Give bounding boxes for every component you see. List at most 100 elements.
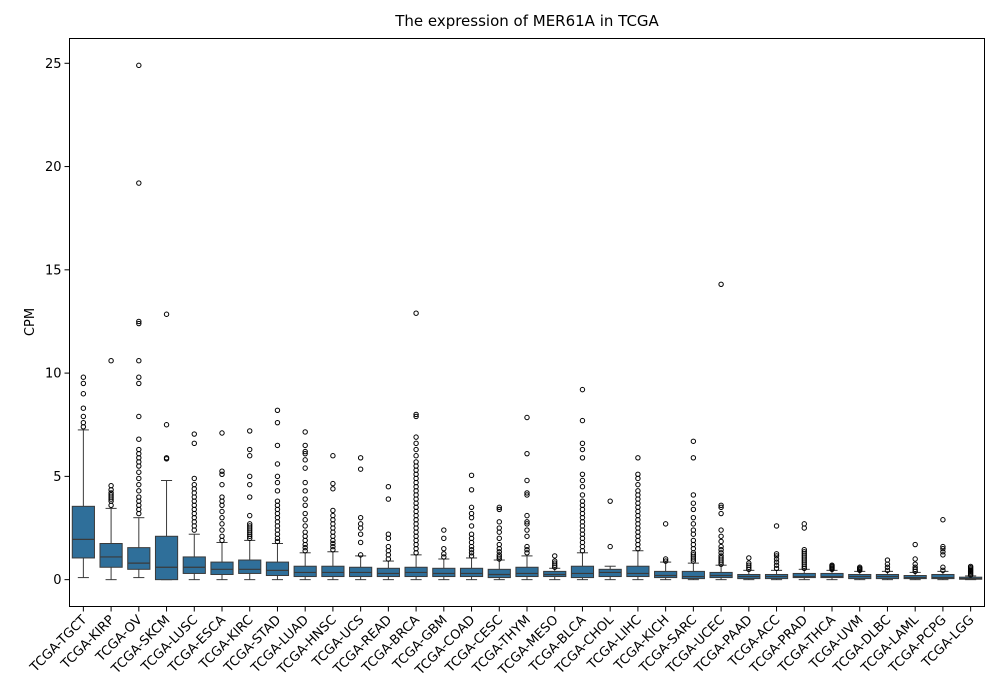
outlier-point: [524, 519, 530, 525]
box-group: [764, 523, 789, 581]
outlier-point: [773, 551, 780, 557]
outlier-point: [635, 471, 641, 478]
outlier-point: [940, 567, 946, 574]
outlier-point: [579, 484, 586, 490]
outlier-point: [302, 510, 308, 517]
outlier-point: [413, 453, 419, 459]
outlier-point: [496, 554, 502, 560]
outlier-point: [108, 492, 114, 498]
box-group: [349, 455, 373, 581]
outlier-point: [746, 555, 752, 561]
outlier-point: [967, 563, 974, 570]
outlier-point: [690, 521, 697, 527]
chart-title: The expression of MER61A in TCGA: [394, 12, 659, 30]
outlier-point: [468, 472, 475, 479]
outlier-point: [773, 553, 780, 559]
outlier-point: [496, 541, 502, 548]
box-group: [182, 431, 206, 581]
box-group: [293, 429, 317, 581]
box-iqr: [792, 572, 816, 579]
outlier-point: [468, 510, 475, 517]
outlier-point: [302, 502, 308, 508]
outlier-point: [219, 481, 225, 488]
outlier-point: [136, 374, 142, 380]
outlier-point: [884, 567, 891, 574]
outlier-point: [718, 504, 724, 511]
outlier-point: [579, 492, 586, 498]
outlier-point: [496, 519, 502, 525]
box-iqr: [210, 561, 234, 575]
outlier-point: [413, 413, 419, 420]
outlier-point: [413, 446, 419, 453]
outlier-point: [274, 488, 281, 494]
box-iqr: [182, 556, 206, 574]
outlier-point: [635, 481, 641, 488]
outlier-point: [468, 550, 475, 556]
box-group: [432, 527, 456, 581]
box-group: [820, 562, 844, 581]
outlier-point: [163, 422, 170, 428]
outlier-point: [718, 510, 724, 517]
outlier-point: [718, 553, 724, 559]
box-group: [459, 472, 484, 581]
outlier-point: [690, 455, 697, 461]
outlier-point: [247, 428, 253, 434]
outlier-point: [884, 557, 891, 563]
outlier-point: [524, 450, 530, 457]
outlier-point: [496, 504, 502, 511]
outlier-point: [302, 442, 308, 449]
outlier-point: [662, 558, 669, 564]
outlier-point: [302, 496, 308, 502]
outlier-point: [884, 564, 891, 570]
outlier-point: [690, 552, 697, 558]
outlier-point: [524, 512, 530, 519]
outlier-point: [940, 549, 946, 555]
outlier-point: [524, 477, 530, 484]
outlier-point: [413, 440, 419, 447]
y-tick-label: 15: [45, 263, 62, 278]
box-iqr: [99, 543, 123, 568]
box-group: [709, 281, 733, 581]
box-group: [792, 521, 816, 581]
outlier-point: [524, 547, 530, 553]
outlier-point: [413, 411, 419, 418]
outlier-point: [302, 448, 308, 455]
box-group: [154, 311, 179, 581]
outlier-point: [912, 556, 918, 562]
box-iqr: [376, 567, 400, 578]
box-group: [543, 553, 567, 581]
outlier-point: [579, 471, 586, 478]
outlier-point: [136, 62, 142, 69]
outlier-point: [662, 556, 669, 562]
outlier-point: [468, 553, 475, 559]
outlier-point: [718, 502, 724, 508]
outlier-point: [247, 523, 253, 529]
outlier-point: [496, 525, 502, 531]
box-iqr: [931, 573, 955, 580]
outlier-point: [302, 465, 308, 471]
box-group: [487, 504, 511, 581]
y-axis: 0 5 10 15 20 25: [45, 57, 70, 588]
outlier-point: [441, 545, 447, 552]
outlier-point: [607, 543, 613, 550]
box-group: [210, 430, 234, 581]
outlier-point: [219, 521, 225, 527]
outlier-point: [496, 549, 502, 555]
outlier-point: [413, 434, 419, 440]
outlier-point: [718, 533, 724, 539]
box-iqr: [820, 572, 844, 579]
box-group: [654, 521, 678, 581]
box-group: [404, 310, 428, 581]
outlier-point: [191, 440, 197, 447]
outlier-point: [413, 459, 419, 465]
outlier-point: [552, 553, 558, 559]
outlier-point: [690, 514, 697, 521]
outlier-point: [718, 547, 724, 553]
y-tick-label: 10: [45, 367, 62, 382]
box-iqr: [127, 547, 151, 570]
box-iqr: [654, 570, 678, 579]
box-iqr: [432, 567, 456, 578]
outlier-point: [690, 537, 697, 544]
outlier-point: [468, 487, 475, 493]
